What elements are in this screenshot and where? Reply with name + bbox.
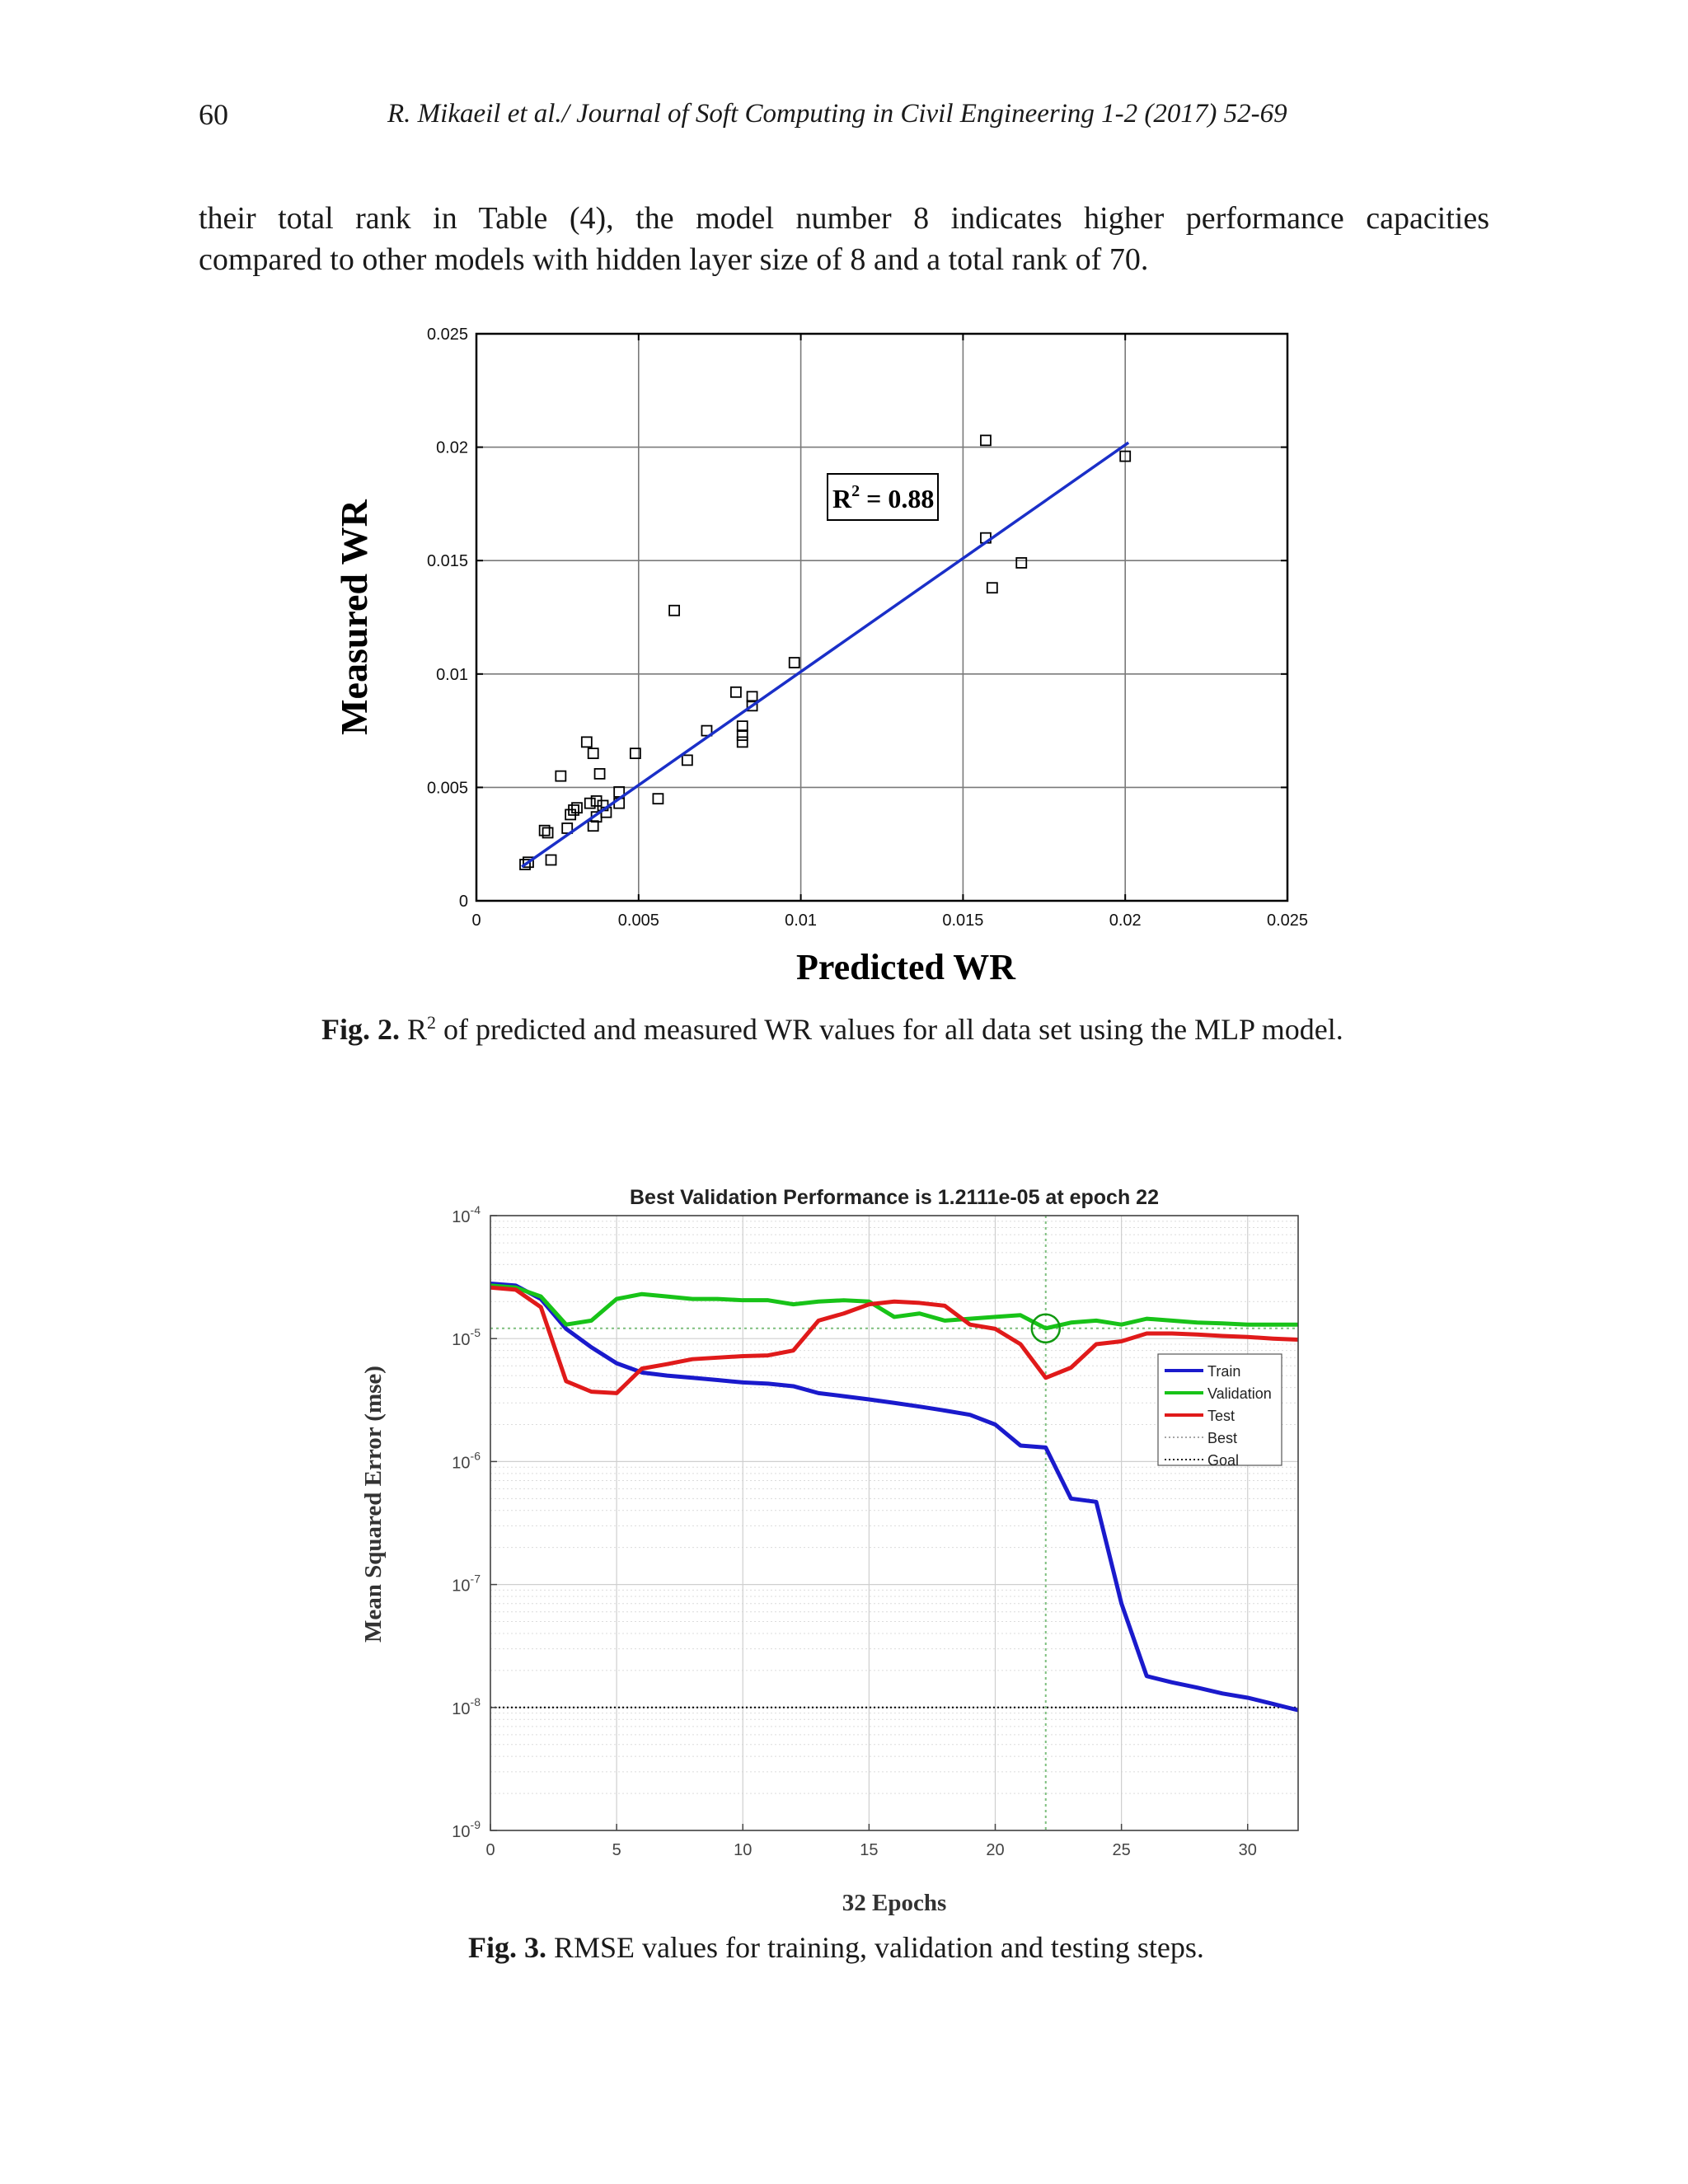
data-point [587,748,599,760]
r-squared-annotation: R2 = 0.88 [827,473,939,521]
legend-label: Train [1207,1363,1240,1380]
data-point [587,820,599,832]
x-tick-label: 10 [734,1841,752,1859]
y-tick-label: 0.005 [427,779,468,797]
data-point [668,604,680,616]
data-point [561,823,574,834]
body-line-1: their total rank in Table (4), the model… [199,201,1489,236]
y-tick-label: 10-4 [452,1203,481,1226]
x-tick-label: 25 [1113,1841,1131,1859]
y-tick-label: 10-9 [452,1818,481,1841]
x-axis-label: Predicted WR [796,947,1016,987]
data-point [519,859,531,870]
y-tick-label: 10-8 [452,1695,481,1718]
series-line-test [490,1285,1299,1395]
data-point [980,434,992,447]
y-tick-label: 0 [459,893,468,911]
y-tick-label: 0.01 [436,666,468,684]
data-point [571,802,583,814]
performance-chart: Best Validation Performance is 1.2111e-0… [360,1186,1299,1916]
fig2-caption: Fig. 2. R2 of predicted and measured WR … [321,1012,1343,1047]
data-point [523,856,534,869]
data-point [746,700,758,712]
x-tick-label: 5 [612,1841,621,1859]
scatter-chart: 0 0.005 0.01 0.015 0.02 0.025 0 0.005 0.01 0.015 0… [333,326,1308,987]
series-line-validation [490,1283,1298,1331]
x-tick-label: 0.015 [942,912,983,930]
data-point [1119,450,1132,462]
data-point [555,770,567,782]
fig2-caption-sup: 2 [427,1012,437,1033]
y-tick-label: 0.02 [436,439,468,457]
body-paragraph: their total rank in Table (4), the model… [199,198,1489,280]
x-tick-label: 0 [471,912,481,930]
data-point [788,657,800,668]
annotation-r: R [832,484,852,513]
data-point [580,736,593,748]
y-tick-label: 10-7 [452,1572,481,1596]
data-point [1015,557,1028,569]
y-tick-label: 10-5 [452,1326,481,1349]
legend-label: Goal [1207,1452,1239,1469]
legend: Train Validation Test Best Goal [1157,1353,1282,1469]
data-point [736,729,748,742]
fig2-caption-label: Fig. 2. [321,1013,400,1046]
x-tick-label: 0.02 [1109,912,1142,930]
data-point [542,827,554,839]
x-tick-label: 15 [860,1841,878,1859]
x-tick-label: 0.01 [785,912,817,930]
y-tick-label: 0.025 [427,326,468,344]
annotation-sup: 2 [851,482,860,500]
data-point [568,804,579,816]
series-line-train [490,1281,1299,1713]
annotation-value: = 0.88 [860,484,934,513]
data-point [701,724,713,737]
data-point [593,767,606,780]
data-point [545,854,557,866]
data-point [652,793,664,805]
data-point [681,754,693,766]
legend-label: Validation [1207,1385,1272,1402]
y-tick-label: 0.015 [427,552,468,570]
data-point [584,797,596,809]
scatter-plot-area [476,334,1287,901]
body-line-2: compared to other models with hidden lay… [199,242,1149,277]
page-number: 60 [199,98,228,131]
svg-text:R2 = 0.88: R2 = 0.88 [832,482,934,513]
chart-title: Best Validation Performance is 1.2111e-0… [630,1186,1159,1209]
data-point [538,824,551,837]
y-axis-label: Measured WR [333,499,375,735]
y-axis-label: Mean Squared Error (mse) [360,1366,387,1643]
fig2-caption-text: of predicted and measured WR values for … [436,1013,1343,1046]
best-epoch-marker [1030,1313,1061,1344]
legend-label: Best [1207,1430,1237,1446]
data-point [629,748,641,760]
data-point [736,720,748,732]
x-tick-label: 20 [986,1841,1004,1859]
data-point [736,736,748,748]
fig3-caption-label: Fig. 3. [468,1931,546,1964]
data-point [729,686,742,698]
regression-fit-line [521,441,1130,869]
running-title: R. Mikaeil et al./ Journal of Soft Compu… [387,99,1287,129]
data-point [746,691,758,703]
data-point [986,582,998,594]
x-tick-label: 0 [485,1841,495,1859]
x-axis-label: 32 Epochs [842,1890,947,1916]
fig3-caption: Fig. 3. RMSE values for training, valida… [468,1930,1204,1965]
fig3-caption-text: RMSE values for training, validation and… [546,1931,1204,1964]
fig2-caption-r: R [407,1013,428,1046]
data-point [613,786,626,798]
x-tick-label: 0.025 [1267,912,1308,930]
performance-plot-area [490,1216,1298,1830]
legend-label: Test [1207,1408,1235,1424]
x-tick-label: 0.005 [618,912,659,930]
y-tick-label: 10-6 [452,1449,481,1472]
x-tick-label: 30 [1239,1841,1257,1859]
